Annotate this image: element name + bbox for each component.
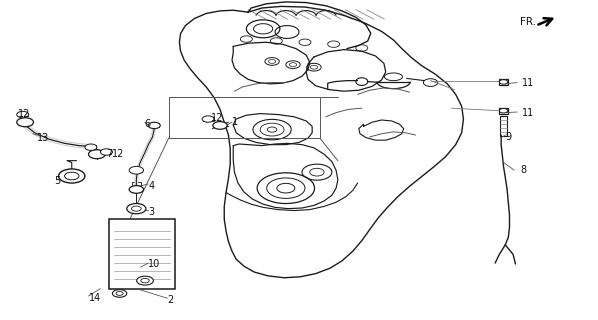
Circle shape <box>213 122 227 129</box>
Text: FR.: FR. <box>520 17 536 28</box>
Text: 5: 5 <box>54 176 60 186</box>
Circle shape <box>129 186 144 193</box>
Bar <box>499 79 508 85</box>
Circle shape <box>499 80 508 84</box>
Circle shape <box>127 204 146 214</box>
Circle shape <box>17 111 29 118</box>
Circle shape <box>129 166 144 174</box>
Text: 12: 12 <box>210 113 223 124</box>
Text: 10: 10 <box>148 259 160 269</box>
Text: 11: 11 <box>522 78 534 88</box>
Bar <box>499 108 508 114</box>
Text: 12: 12 <box>112 148 125 159</box>
Circle shape <box>136 276 153 285</box>
Circle shape <box>89 150 105 159</box>
Circle shape <box>112 290 127 297</box>
Circle shape <box>17 118 33 127</box>
Text: 12: 12 <box>18 108 30 119</box>
Circle shape <box>116 292 123 295</box>
Text: 1: 1 <box>232 117 238 127</box>
Text: 9: 9 <box>505 132 511 142</box>
Circle shape <box>202 116 214 122</box>
Text: 11: 11 <box>522 108 534 118</box>
Circle shape <box>59 169 85 183</box>
Circle shape <box>148 122 160 129</box>
Circle shape <box>132 206 141 211</box>
Circle shape <box>100 149 112 155</box>
Text: 13: 13 <box>37 132 49 143</box>
Circle shape <box>141 278 149 283</box>
Text: 4: 4 <box>148 181 154 191</box>
Text: 3: 3 <box>148 207 154 217</box>
Bar <box>500 116 507 136</box>
Circle shape <box>65 172 79 180</box>
Text: 7: 7 <box>106 148 112 159</box>
Bar <box>109 219 175 289</box>
Text: 6: 6 <box>145 119 151 129</box>
Circle shape <box>499 108 508 113</box>
Text: 8: 8 <box>520 165 526 175</box>
Text: 2: 2 <box>167 295 173 305</box>
Circle shape <box>85 144 97 150</box>
Text: 14: 14 <box>89 293 100 303</box>
